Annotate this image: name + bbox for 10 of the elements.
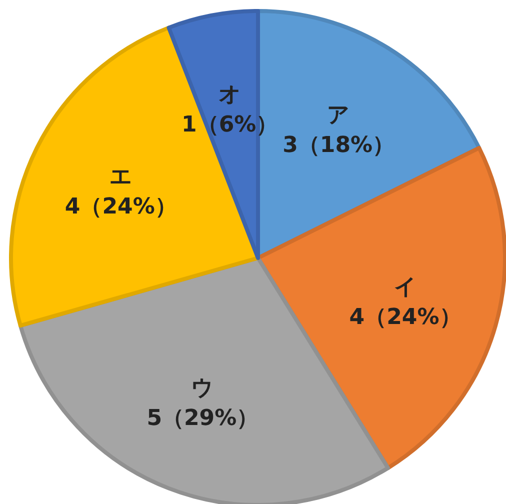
slice-label: オ <box>218 82 242 108</box>
slice-label: ア <box>327 102 350 128</box>
data-label: 4（24%） <box>349 304 462 330</box>
data-label: 1（6%） <box>182 112 278 138</box>
data-label: 3（18%） <box>282 132 395 158</box>
slice-label: イ <box>394 274 417 300</box>
slice-label: エ <box>109 164 132 190</box>
data-label: 4（24%） <box>64 194 177 220</box>
data-label: 5（29%） <box>146 406 259 431</box>
slice-label: ウ <box>191 376 214 401</box>
